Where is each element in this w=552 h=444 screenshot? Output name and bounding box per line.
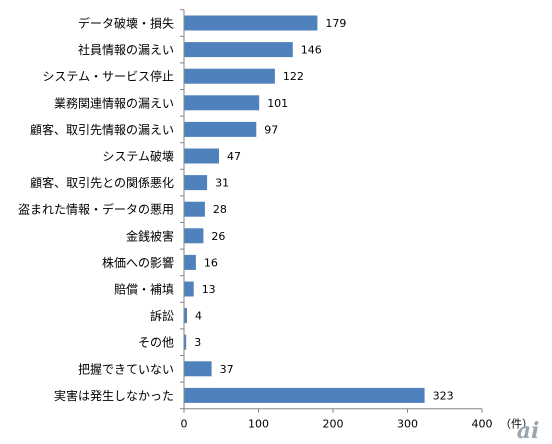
x-tick-label-2: 200 [323, 418, 344, 431]
category-label-1: 社員情報の漏えい [78, 42, 174, 57]
bar-3 [184, 95, 260, 111]
category-label-2: システム・サービス停止 [42, 69, 174, 84]
category-label-12: その他 [138, 336, 174, 350]
axes: 0 100 200 300 400 [180, 9, 493, 431]
category-label-10: 賠償・補填 [114, 282, 174, 297]
bar-5 [184, 148, 219, 164]
value-label-2: 122 [283, 70, 304, 83]
bar-7 [184, 201, 205, 217]
x-tick-label-4: 400 [472, 418, 493, 431]
category-label-14: 実害は発生しなかった [54, 388, 174, 403]
value-label-11: 4 [195, 310, 202, 323]
bar-8 [184, 228, 204, 244]
category-label-3: 業務関連情報の漏えい [54, 96, 174, 110]
bar-0 [184, 15, 318, 31]
bar-9 [184, 254, 196, 270]
value-label-8: 26 [211, 230, 225, 243]
value-label-6: 31 [215, 177, 229, 190]
bars-layer [184, 15, 425, 403]
logo-watermark: ai [517, 418, 540, 444]
category-label-9: 株価への影響 [102, 255, 174, 270]
value-label-14: 323 [433, 389, 454, 402]
value-label-12: 3 [194, 336, 201, 349]
category-label-8: 金銭被害 [126, 228, 174, 243]
bar-1 [184, 42, 293, 58]
value-label-7: 28 [213, 203, 227, 216]
x-tick-label-1: 100 [248, 418, 269, 431]
x-axis-unit-label: （件） [500, 418, 533, 431]
category-label-0: データ破壊・損失 [78, 16, 174, 31]
category-labels: データ破壊・損失社員情報の漏えいシステム・サービス停止業務関連情報の漏えい顧客、… [18, 16, 174, 403]
value-label-9: 16 [204, 256, 218, 269]
x-tick-label-0: 0 [181, 418, 188, 431]
bar-6 [184, 175, 208, 191]
value-label-4: 97 [264, 123, 278, 136]
bar-13 [184, 361, 212, 377]
value-label-5: 47 [227, 150, 241, 163]
category-label-4: 顧客、取引先情報の漏えい [30, 122, 174, 137]
bar-14 [184, 387, 425, 403]
bar-4 [184, 121, 257, 137]
bar-10 [184, 281, 194, 297]
value-label-1: 146 [301, 44, 322, 57]
category-label-7: 盗まれた情報・データの悪用 [18, 202, 174, 217]
value-label-3: 101 [267, 97, 288, 110]
bar-11 [184, 308, 187, 324]
category-label-6: 顧客、取引先との関係悪化 [30, 175, 174, 190]
category-label-5: システム破壊 [102, 149, 174, 164]
value-labels: 179 146 122 101 97 47 31 28 26 16 13 4 3 37 323 [194, 17, 453, 402]
value-label-13: 37 [220, 363, 234, 376]
value-label-10: 13 [202, 283, 216, 296]
x-tick-label-3: 300 [397, 418, 418, 431]
bar-2 [184, 68, 275, 84]
category-label-13: 把握できていない [78, 361, 174, 376]
category-label-11: 訴訟 [150, 308, 174, 323]
bar-12 [184, 334, 187, 350]
value-label-0: 179 [325, 17, 346, 30]
